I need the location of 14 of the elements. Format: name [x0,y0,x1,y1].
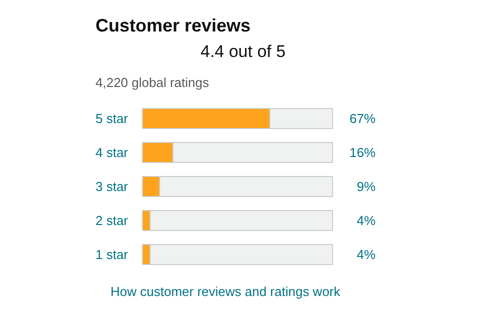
data-label: 4% [356,247,376,262]
data-label: 4% [356,213,376,228]
y-tick-label: 2 star [96,213,129,228]
chart-title: Customer reviews [96,16,251,36]
data-label: 9% [356,179,376,194]
y-tick-label: 5 star [96,111,129,126]
y-tick-label: 4 star [96,145,129,160]
chart-subtitle: 4,220 global ratings [96,75,210,90]
text: 4.4 out of 5 [200,42,286,61]
data-label: 67% [349,111,376,126]
data-label: 16% [349,145,376,160]
y-tick-label: 1 star [96,247,129,262]
text: How customer reviews and ratings work [110,284,341,299]
y-tick-label: 3 star [96,179,129,194]
